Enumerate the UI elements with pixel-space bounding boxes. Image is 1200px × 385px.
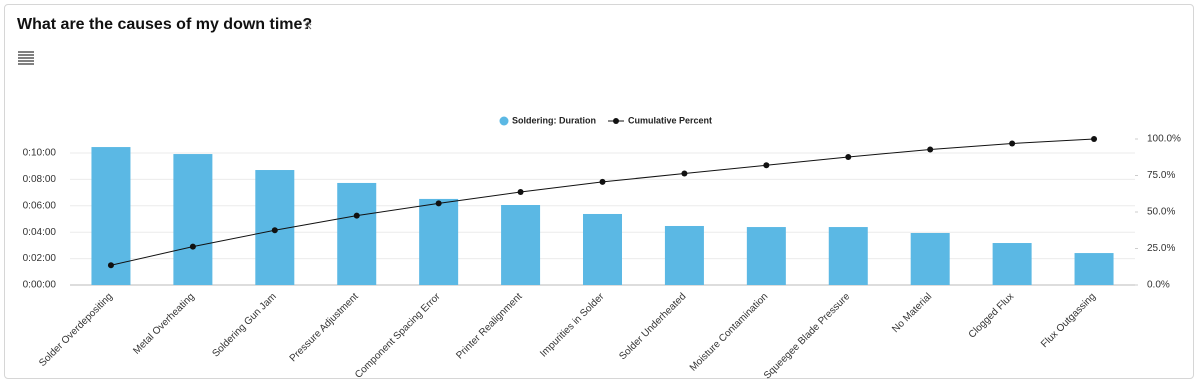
y2-tick-label: 50.0% [1147, 207, 1175, 218]
point [763, 162, 770, 169]
bar [337, 182, 377, 285]
bar [501, 205, 541, 285]
bar [746, 227, 786, 285]
x-tick-label: Flux Outgassing [1039, 291, 1098, 350]
y2-tick-label: 0.0% [1147, 280, 1170, 291]
x-tick-label: Moisture Contamination [688, 291, 770, 373]
chart-card [4, 4, 1194, 379]
x-tick-label: Clogged Flux [967, 291, 1016, 340]
point [681, 170, 688, 177]
x-tick-label: Soldering Gun Jam [210, 291, 278, 359]
bar [419, 198, 459, 285]
y2-tick-label: 75.0% [1147, 170, 1175, 181]
y-tick-label: 0:02:00 [23, 253, 57, 264]
legend-label: Soldering: Duration [512, 115, 596, 125]
collapse-icon[interactable] [304, 21, 312, 30]
x-tick-label: Metal Overheating [131, 291, 197, 357]
point [845, 153, 852, 160]
point [1009, 140, 1016, 147]
y-tick-label: 0:00:00 [23, 280, 57, 291]
x-tick-label: Solder Overdepositing [37, 291, 115, 369]
point [927, 146, 934, 153]
bar [664, 225, 704, 285]
y2-tick-label: 100.0% [1147, 134, 1181, 145]
point [107, 262, 114, 269]
bar [992, 243, 1032, 285]
x-tick-label: Solder Underheated [617, 291, 688, 362]
y2-tick-label: 25.0% [1147, 243, 1175, 254]
table-icon[interactable] [18, 51, 34, 65]
x-tick-label: Component Spacing Error [353, 291, 443, 381]
y-tick-label: 0:10:00 [23, 148, 57, 159]
point [1091, 136, 1098, 142]
x-tick-label: Printer Realignment [454, 291, 524, 361]
bar [173, 154, 213, 285]
point [271, 227, 278, 234]
y-tick-label: 0:04:00 [23, 227, 57, 238]
bar [910, 232, 950, 285]
chart-title: What are the causes of my down time? [17, 16, 312, 33]
x-tick-label: Squeegee Blade Pressure [762, 291, 853, 382]
x-tick-label: Impurities in Solder [538, 291, 607, 360]
point [353, 212, 360, 219]
legend-swatch [499, 116, 509, 126]
point [435, 200, 442, 207]
bar [583, 213, 622, 285]
legend-swatch [613, 118, 619, 124]
point [517, 188, 524, 195]
point [189, 243, 196, 250]
y-tick-label: 0:06:00 [23, 200, 57, 211]
x-tick-label: Pressure Adjustment [288, 291, 361, 364]
y-tick-label: 0:08:00 [23, 174, 57, 185]
legend-label: Cumulative Percent [628, 115, 712, 125]
bar [828, 227, 868, 285]
point [599, 178, 606, 185]
x-tick-label: No Material [890, 291, 934, 335]
bar [1074, 253, 1114, 285]
